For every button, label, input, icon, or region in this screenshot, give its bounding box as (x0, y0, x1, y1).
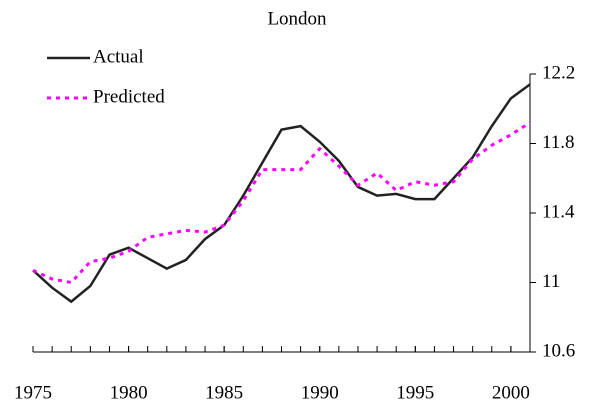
y-tick-label: 11.4 (542, 201, 575, 222)
y-tick-label: 11 (542, 271, 560, 292)
x-tick-label: 1975 (14, 382, 52, 403)
chart-title: London (267, 8, 327, 29)
legend-label: Actual (93, 46, 144, 67)
x-tick-label: 1980 (110, 382, 148, 403)
legend-label: Predicted (93, 86, 165, 107)
x-tick-label: 2000 (492, 382, 530, 403)
y-tick-label: 11.8 (542, 132, 575, 153)
y-tick-label: 12.2 (542, 62, 575, 83)
x-tick-label: 1995 (396, 382, 434, 403)
series-line (32, 121, 531, 285)
x-tick-label: 1985 (205, 382, 243, 403)
x-tick-label: 1990 (301, 382, 339, 403)
y-tick-label: 10.6 (542, 340, 575, 361)
series-line (32, 83, 531, 304)
